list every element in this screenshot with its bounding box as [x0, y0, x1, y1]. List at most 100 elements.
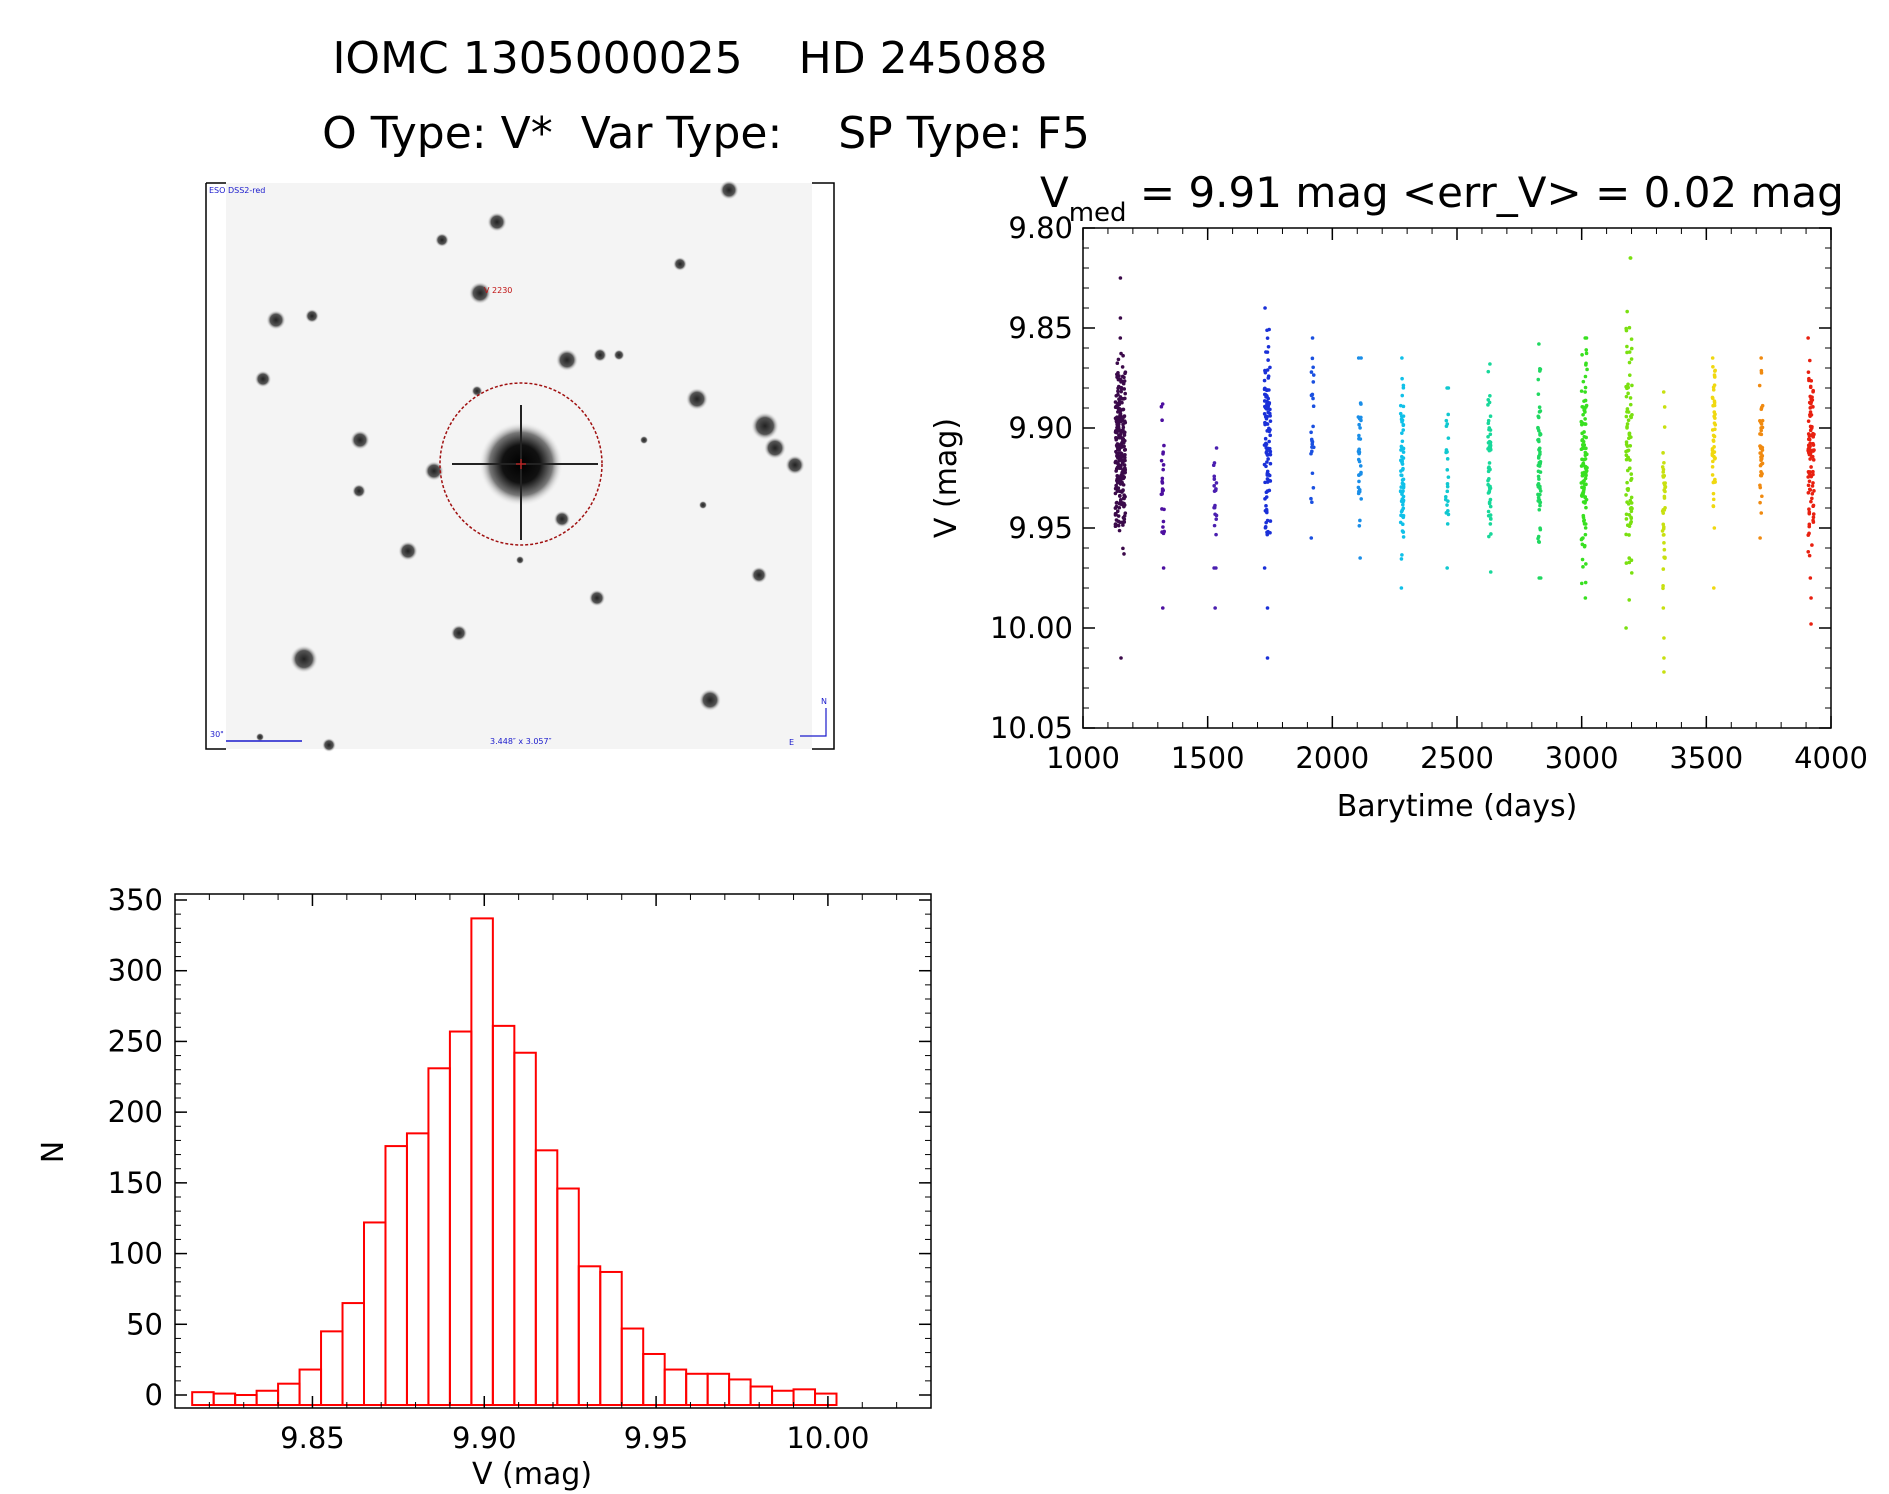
- light-curve-point: [1759, 511, 1764, 515]
- light-curve-point: [1624, 326, 1628, 331]
- star: [305, 309, 319, 323]
- light-curve-point: [1359, 472, 1363, 476]
- light-curve-point: [1358, 464, 1363, 468]
- light-curve-point: [1583, 526, 1588, 530]
- star: [785, 455, 805, 475]
- light-curve-point: [1807, 553, 1812, 558]
- light-curve-point: [1811, 512, 1816, 516]
- light-curve-point: [1810, 496, 1814, 501]
- light-curve-point: [1114, 501, 1119, 505]
- light-curve-point: [1358, 426, 1362, 430]
- light-curve-point: [1123, 458, 1127, 463]
- light-curve-point: [1661, 586, 1665, 591]
- light-curve-point: [1265, 448, 1269, 453]
- light-curve-point: [1624, 453, 1629, 458]
- light-curve-point: [1626, 418, 1631, 423]
- light-curve-point: [1537, 342, 1541, 346]
- light-curve-point: [1160, 606, 1165, 610]
- light-curve-series: [1398, 356, 1406, 590]
- light-curve-point: [1401, 423, 1406, 428]
- light-curve-point: [1812, 432, 1816, 437]
- light-curve-point: [1358, 556, 1362, 560]
- light-curve-point: [1758, 536, 1762, 540]
- light-curve-point: [1268, 433, 1272, 438]
- light-curve-point: [1628, 256, 1633, 260]
- light-curve-point: [1446, 412, 1451, 417]
- light-curve-point: [1120, 417, 1124, 422]
- light-curve-point: [1811, 503, 1816, 508]
- light-curve-point: [1115, 445, 1120, 449]
- light-curve-point: [1119, 442, 1123, 446]
- light-curve-point: [1400, 468, 1405, 472]
- light-curve-point: [1268, 365, 1272, 370]
- light-curve-point: [1624, 493, 1628, 497]
- y-tick-label: 200: [108, 1095, 163, 1129]
- light-curve-point: [1583, 596, 1588, 600]
- light-curve-point: [1584, 562, 1588, 566]
- y-tick-label: 0: [145, 1378, 163, 1412]
- light-curve-point: [1123, 455, 1127, 460]
- light-curve-point: [1662, 473, 1667, 478]
- y-tick-label: 9.85: [1008, 311, 1073, 345]
- light-curve-point: [1264, 442, 1269, 447]
- light-curve-point: [1401, 535, 1406, 539]
- light-curve-point: [1710, 465, 1715, 469]
- star: [471, 385, 483, 397]
- light-curve-point: [1310, 392, 1315, 397]
- light-curve-point: [1123, 391, 1127, 396]
- light-curve-point: [1446, 436, 1451, 440]
- star: [290, 645, 318, 673]
- light-curve-point: [1121, 407, 1126, 412]
- light-curve-point: [1114, 483, 1118, 488]
- light-curve-point: [1537, 477, 1541, 481]
- histogram-bar: [685, 1372, 709, 1407]
- light-curve-point: [1713, 369, 1717, 373]
- light-curve-point: [1584, 348, 1589, 352]
- light-curve-series: [1710, 356, 1718, 590]
- light-curve-point: [1584, 336, 1589, 340]
- light-curve-point: [1401, 414, 1406, 418]
- light-curve-point: [1582, 519, 1586, 523]
- light-curve-point: [1265, 471, 1270, 476]
- light-curve-point: [1399, 417, 1404, 422]
- light-curve-point: [1806, 483, 1811, 488]
- light-curve-point: [1357, 422, 1361, 427]
- light-curve-point: [1267, 452, 1272, 457]
- light-curve-point: [1214, 513, 1219, 518]
- light-curve-point: [1580, 557, 1585, 562]
- light-curve-point: [1268, 530, 1272, 535]
- light-curve-point: [1806, 336, 1810, 340]
- light-curve-point: [1662, 656, 1666, 660]
- histogram-bar: [191, 1391, 215, 1406]
- light-curve-point: [1400, 376, 1404, 381]
- light-curve-point: [1267, 488, 1272, 493]
- y-tick-label: 250: [108, 1024, 163, 1058]
- light-curve-point: [1118, 499, 1123, 504]
- light-curve-point: [1627, 373, 1632, 377]
- light-curve-point: [1711, 438, 1716, 443]
- light-curve-point: [1536, 483, 1540, 487]
- light-curve-point: [1661, 606, 1666, 610]
- histogram-bar: [749, 1385, 774, 1406]
- light-curve-point: [1263, 422, 1267, 427]
- light-curve-point: [1446, 386, 1451, 390]
- light-curve-point: [1116, 389, 1120, 394]
- light-curve-point: [1486, 434, 1490, 439]
- light-curve-point: [1212, 474, 1217, 479]
- light-curve-point: [1268, 461, 1273, 466]
- light-curve-point: [1584, 405, 1588, 409]
- light-curve-point: [1118, 494, 1122, 498]
- light-curve-point: [1711, 385, 1716, 390]
- light-curve-point: [1399, 458, 1403, 463]
- light-curve-point: [1712, 526, 1717, 530]
- light-curve-point: [1357, 479, 1361, 484]
- light-curve-point: [1626, 410, 1631, 414]
- light-curve-point: [1810, 491, 1815, 496]
- light-curve-point: [1758, 483, 1762, 488]
- star: [322, 738, 336, 752]
- light-curve-point: [1627, 598, 1632, 602]
- light-curve-point: [1538, 500, 1543, 505]
- light-curve-point: [1488, 570, 1493, 574]
- light-curve-point: [1662, 425, 1667, 429]
- light-curve-point: [1162, 443, 1166, 448]
